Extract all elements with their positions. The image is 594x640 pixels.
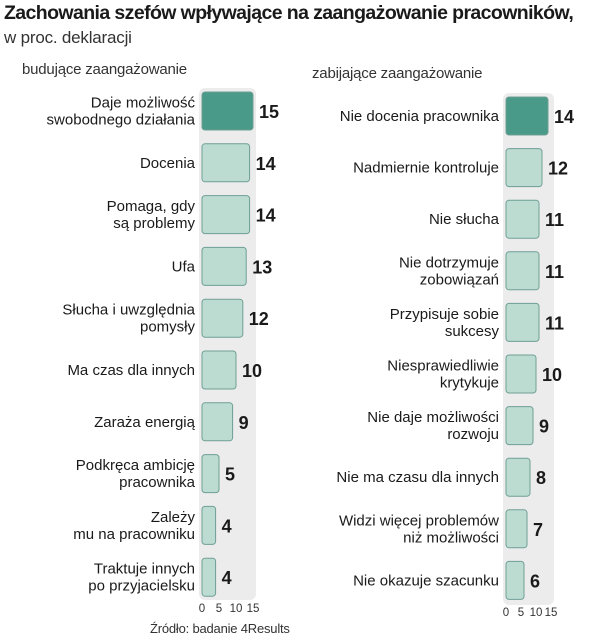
category-label: Docenia	[140, 155, 196, 172]
bar	[505, 509, 528, 549]
bar	[505, 251, 540, 291]
category-label: Nadmiernie kontroluje	[353, 160, 499, 177]
x-tick-label: 10	[230, 603, 243, 615]
bar	[201, 246, 247, 286]
value-label: 14	[256, 154, 276, 174]
bar	[505, 354, 537, 394]
bar	[505, 302, 540, 342]
value-label: 11	[545, 210, 564, 230]
x-tick-label: 0	[503, 607, 509, 619]
category-label: Nie docenia pracownika	[340, 108, 500, 125]
value-label: 8	[536, 468, 546, 488]
left-bar-chart: 15 Daje możliwość swobodnego działania 14 Do…	[47, 88, 279, 615]
value-label: 6	[530, 571, 540, 591]
category-label: Nie okazuje szacunku	[353, 572, 499, 589]
bar	[505, 560, 525, 600]
x-tick-label: 5	[518, 607, 524, 619]
right-panel-title: zabijające zaangażowanie	[312, 65, 483, 82]
value-label: 13	[252, 257, 272, 277]
bar	[201, 454, 220, 494]
x-tick-label: 10	[530, 607, 543, 619]
value-label: 10	[242, 361, 262, 381]
bar	[201, 402, 234, 442]
category-label: Nie dotrzymuje zobowiązań	[399, 254, 499, 288]
bar	[201, 195, 251, 235]
value-label: 12	[249, 309, 269, 329]
value-label: 14	[256, 206, 276, 226]
value-label: 4	[222, 568, 232, 588]
x-tick-label: 0	[199, 603, 205, 615]
category-label: Traktuje innych po przyjacielsku	[88, 561, 195, 595]
value-label: 11	[545, 262, 564, 282]
category-label: Niesprawiedliwie krytykuje	[387, 358, 499, 392]
source-note: Źródło: badanie 4Results	[150, 621, 290, 636]
category-label: Przypisuje sobie sukcesy	[390, 306, 500, 340]
category-label: Ma czas dla innych	[67, 362, 195, 379]
value-label: 11	[545, 313, 564, 333]
category-label: Widzi więcej problemów niż możliwości	[339, 512, 499, 546]
chart-title: Zachowania szefów wpływające na zaangażo…	[4, 2, 574, 24]
bar	[201, 505, 217, 545]
value-label: 9	[239, 413, 249, 433]
category-label: Nie ma czasu dla innych	[336, 469, 499, 486]
value-label: 12	[548, 159, 568, 179]
bar	[201, 350, 237, 390]
value-label: 15	[259, 102, 279, 122]
category-label: Nie słucha	[429, 211, 500, 228]
category-label: Ufa	[172, 258, 196, 275]
category-label: Nie daje możliwości rozwoju	[367, 409, 499, 443]
category-label: Daje możliwość swobodnego działania	[47, 95, 196, 129]
bar	[201, 557, 217, 597]
x-tick-label: 15	[545, 607, 558, 619]
value-label: 14	[554, 107, 574, 127]
category-label: Zależy mu na pracowniku	[73, 509, 195, 543]
bar	[201, 143, 251, 183]
bar	[505, 199, 540, 239]
value-label: 7	[533, 520, 543, 540]
bar	[505, 457, 531, 497]
x-tick-label: 5	[216, 603, 222, 615]
left-panel-title: budujące zaangażowanie	[22, 61, 187, 78]
value-label: 4	[222, 516, 232, 536]
category-label: Zaraża energią	[94, 414, 196, 431]
bar	[201, 298, 244, 338]
bar	[201, 91, 254, 131]
bar	[505, 96, 549, 136]
category-label: Podkręca ambicję pracownika	[76, 457, 196, 491]
category-label: Pomaga, gdy są problemy	[107, 198, 196, 232]
value-label: 10	[542, 365, 562, 385]
category-label: Słucha i uwzględnia pomysły	[62, 302, 195, 336]
value-label: 9	[539, 417, 549, 437]
bar	[505, 406, 534, 446]
bar	[505, 148, 543, 188]
value-label: 5	[225, 465, 235, 485]
chart-subtitle: w proc. deklaracji	[4, 28, 132, 47]
right-bar-chart: 14 Nie docenia pracownika 12 Nadmiernie kon…	[336, 93, 574, 619]
x-tick-label: 15	[247, 603, 260, 615]
